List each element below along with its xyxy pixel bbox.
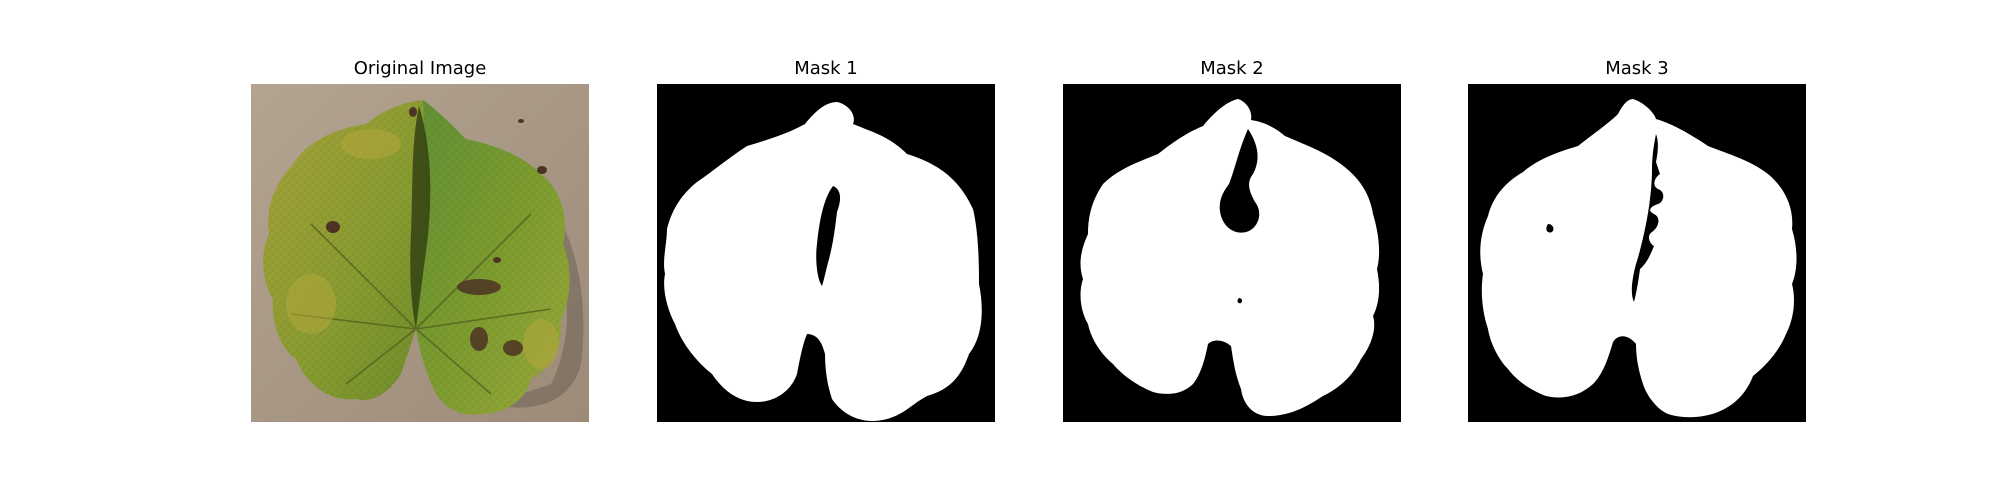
panel-title: Mask 1 <box>794 58 858 79</box>
mask-image <box>657 84 995 422</box>
panel-title: Mask 2 <box>1200 58 1264 79</box>
panel-title: Original Image <box>353 58 487 79</box>
mask-region <box>1080 99 1380 416</box>
mask-region <box>664 102 982 422</box>
leaf-midrib-shadow <box>410 106 431 329</box>
leaf-lesions <box>326 107 547 356</box>
mask-region <box>1480 99 1797 418</box>
mask-image <box>1063 84 1401 422</box>
mask-image <box>1468 84 1806 422</box>
panel-title: Mask 3 <box>1605 58 1669 79</box>
original-image <box>251 84 589 422</box>
